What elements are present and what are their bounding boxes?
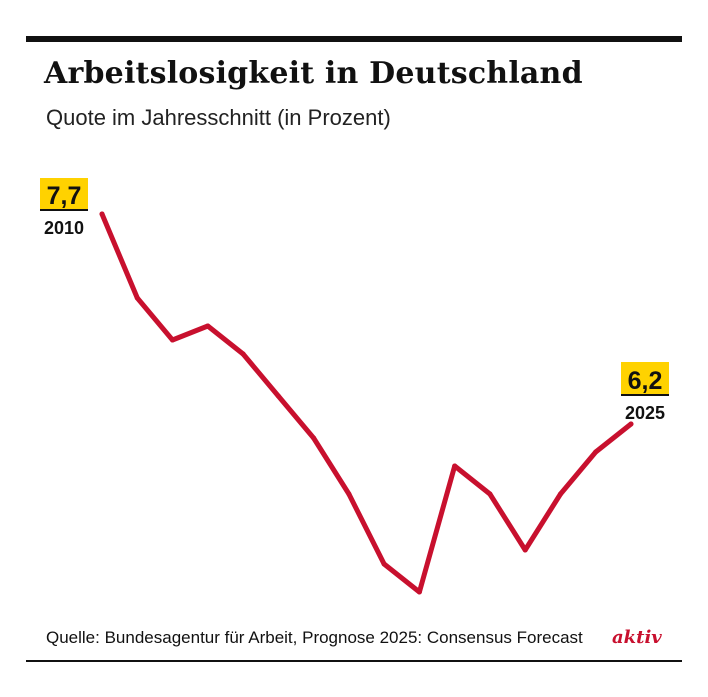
- data-point-2013: [205, 323, 211, 329]
- data-point-2021: [487, 491, 493, 497]
- data-point-2022: [522, 547, 528, 553]
- series-line: [99, 211, 634, 595]
- year-label-2025: 2025: [625, 403, 665, 423]
- data-point-2011: [134, 295, 140, 301]
- value-label-2010: 7,7: [47, 182, 82, 210]
- value-highlight-2025: [621, 362, 669, 394]
- data-point-2014: [240, 351, 246, 357]
- chart-title: Arbeitslosigkeit in Deutschland: [44, 56, 583, 91]
- annotation-2025: 6,2 2025: [621, 362, 669, 423]
- series-layer: [99, 211, 634, 595]
- data-point-2017: [346, 491, 352, 497]
- data-point-2015: [275, 393, 281, 399]
- data-point-2018: [381, 561, 387, 567]
- data-point-2020: [452, 463, 458, 469]
- annotation-2010: 7,7 2010: [40, 178, 88, 238]
- chart-subtitle: Quote im Jahresschnitt (in Prozent): [46, 105, 391, 130]
- data-point-2024: [593, 449, 599, 455]
- data-point-2010: [99, 211, 105, 217]
- value-highlight-2010: [40, 178, 88, 210]
- data-point-2023: [558, 491, 563, 497]
- year-label-2010: 2010: [44, 218, 84, 238]
- brand-logo: aktiv: [612, 627, 662, 648]
- data-point-2019: [416, 589, 422, 595]
- bottom-rule: [26, 660, 682, 662]
- value-label-2025: 6,2: [628, 367, 663, 395]
- data-point-2016: [311, 435, 317, 441]
- source-note: Quelle: Bundesagentur für Arbeit, Progno…: [46, 628, 583, 647]
- top-rule: [26, 36, 682, 42]
- data-point-2025: [628, 421, 634, 427]
- data-point-2012: [170, 337, 175, 343]
